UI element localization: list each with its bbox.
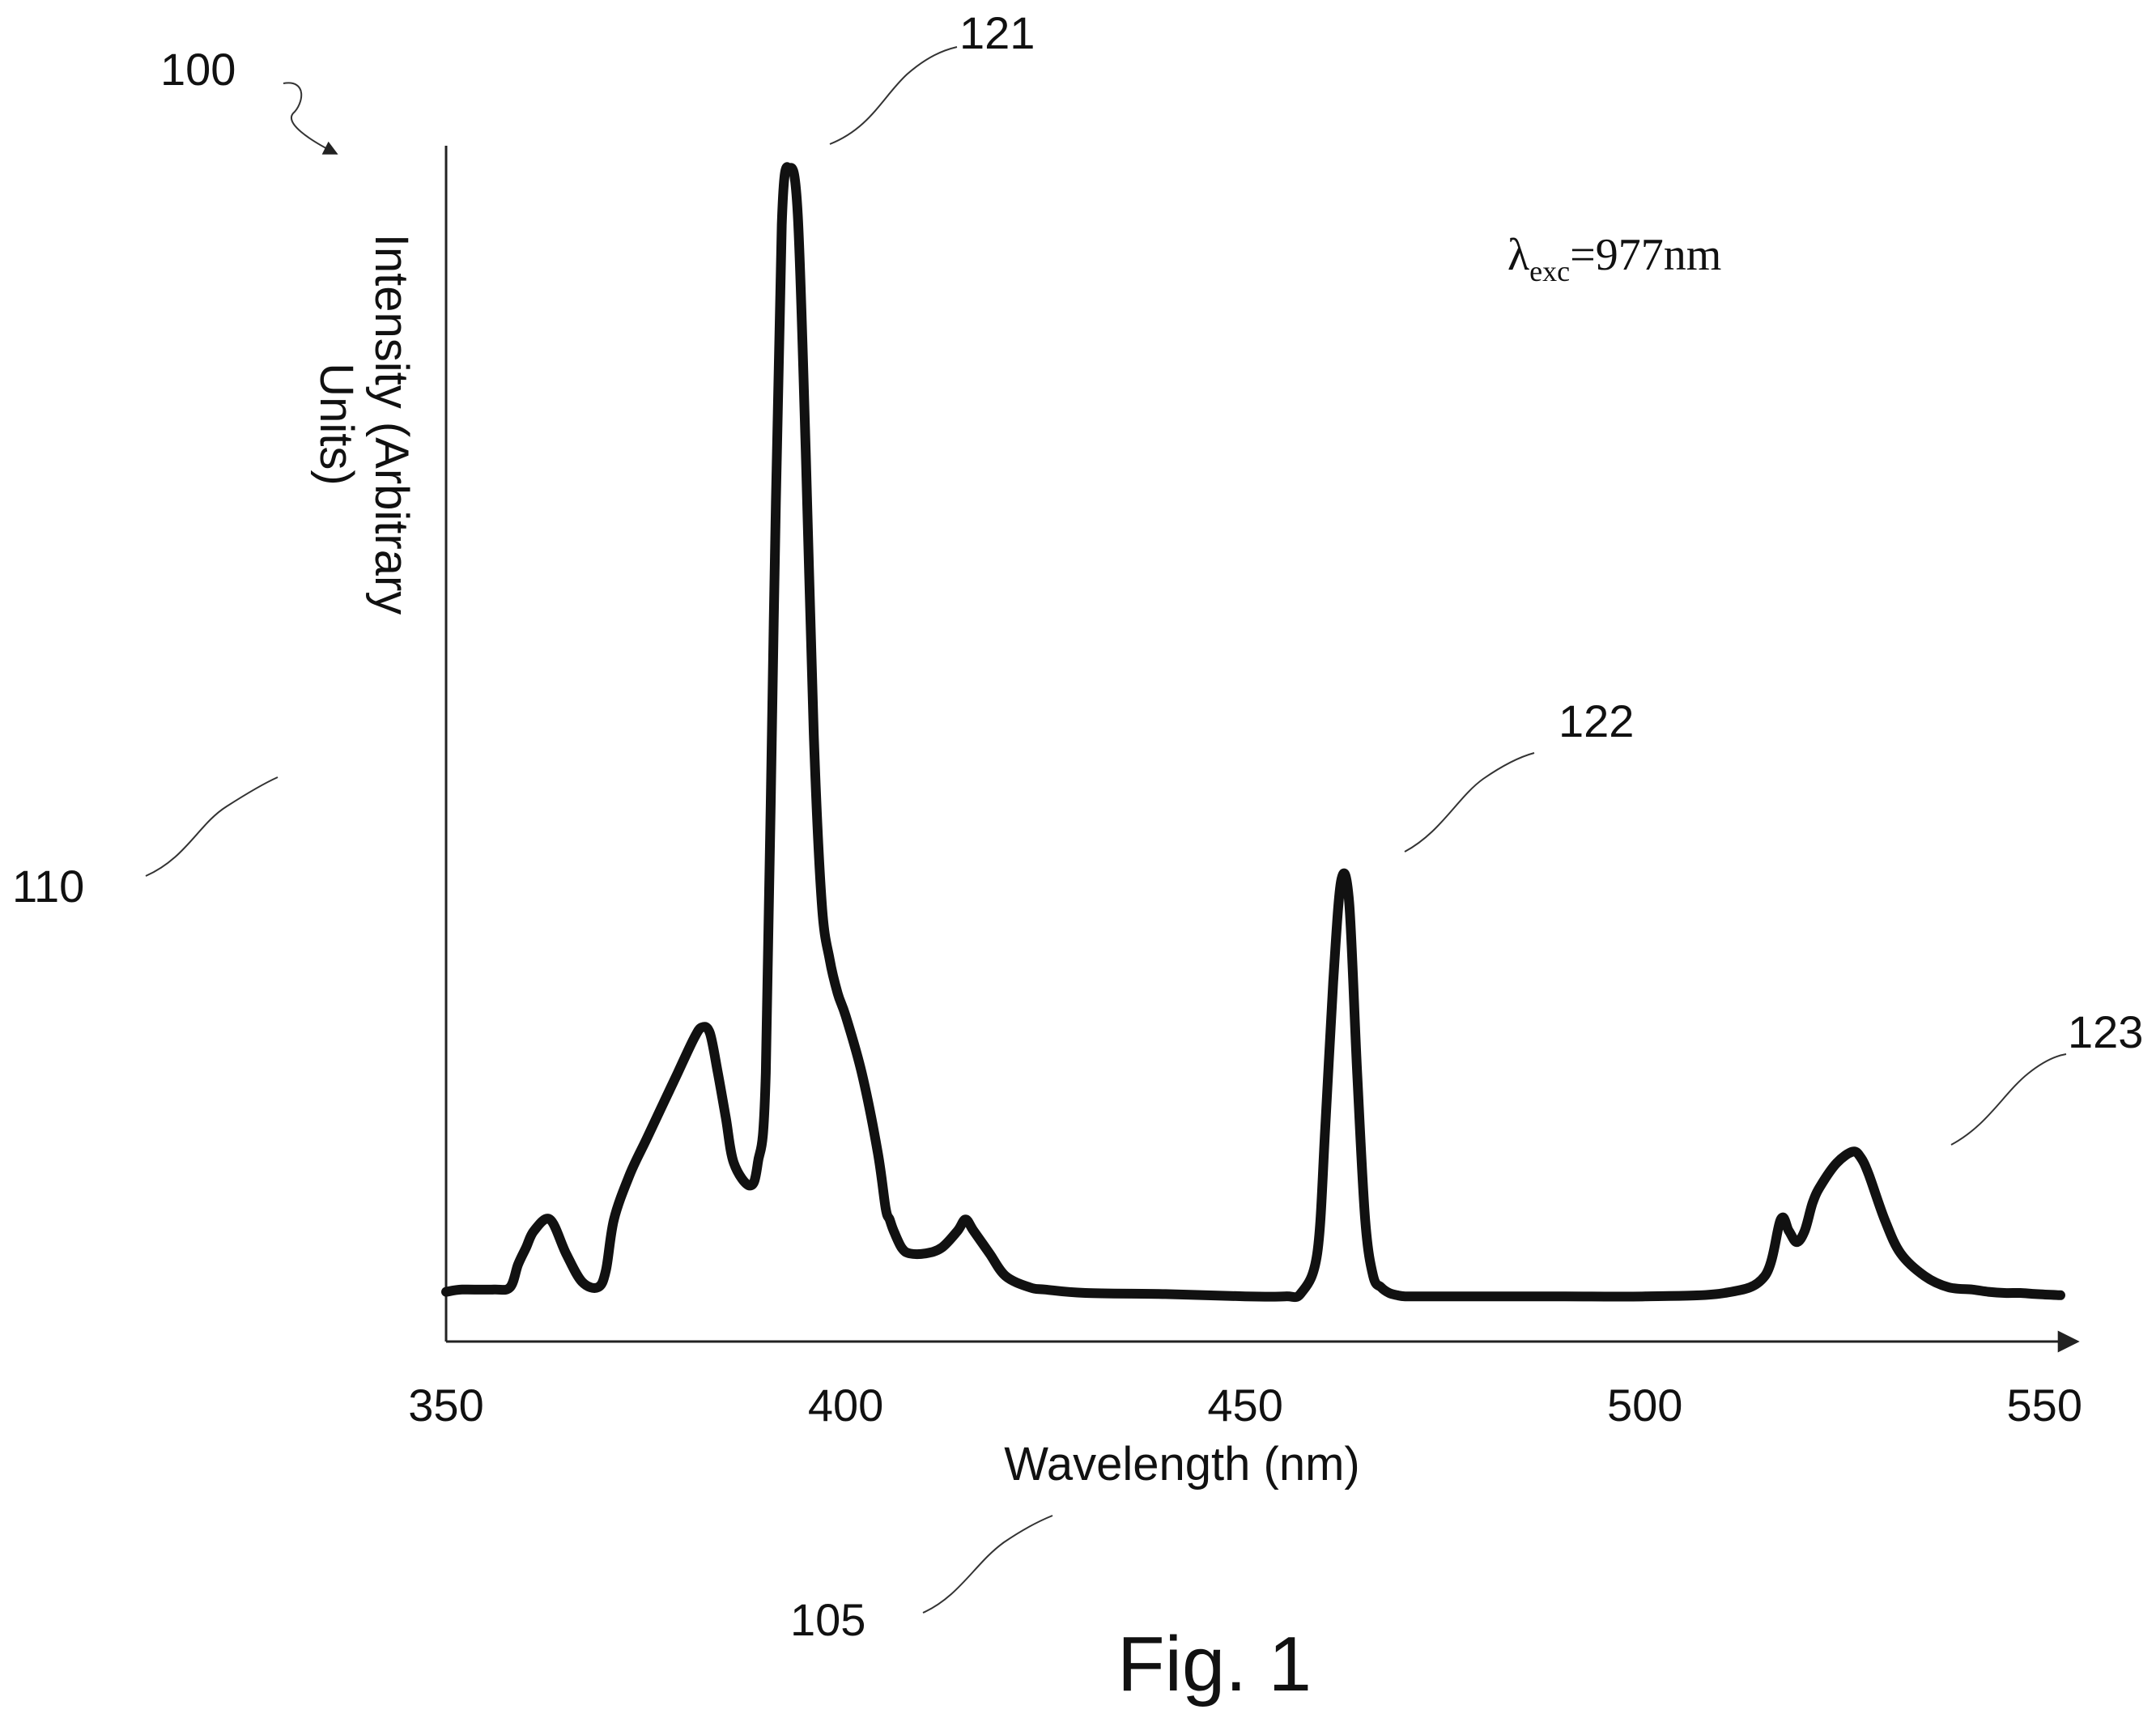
x-tick-label-350: 350 (408, 1380, 483, 1431)
x-tick-label-400: 400 (808, 1380, 883, 1431)
ref-122-leader (1404, 752, 1535, 853)
excitation-subscript: exc (1529, 255, 1570, 287)
ref-105-leader (922, 1515, 1053, 1614)
excitation-value: =977nm (1570, 230, 1721, 280)
excitation-symbol: λ (1507, 230, 1529, 280)
x-tick-label-550: 550 (2007, 1380, 2082, 1431)
y-axis-title-line-1: Intensity (Arbitrary (365, 234, 418, 615)
y-axis-title-line-2: Units) (310, 363, 363, 485)
series-line (441, 162, 2065, 1303)
ref-numeral-110: 110 (12, 861, 84, 912)
ref-numeral-122: 122 (1559, 695, 1634, 746)
figure-caption: Fig. 1 (1117, 1621, 1312, 1707)
ref-110-leader (145, 776, 279, 877)
x-tick-labels: 350 400 450 500 550 (408, 1380, 2082, 1431)
ref-100-arrow (283, 82, 338, 155)
ref-121-leader (829, 46, 958, 145)
ref-numeral-121: 121 (959, 7, 1035, 58)
excitation-annotation: λexc=977nm (1507, 230, 1721, 287)
y-axis-title: Intensity (Arbitrary Units) (310, 234, 418, 615)
x-axis-title: Wavelength (nm) (1004, 1438, 1359, 1490)
ref-numeral-123: 123 (2068, 1006, 2143, 1057)
x-tick-label-450: 450 (1207, 1380, 1282, 1431)
ref-123-leader (1950, 1053, 2067, 1146)
x-tick-label-500: 500 (1607, 1380, 1682, 1431)
ref-numeral-100: 100 (160, 44, 236, 95)
ref-numeral-105: 105 (790, 1594, 865, 1645)
